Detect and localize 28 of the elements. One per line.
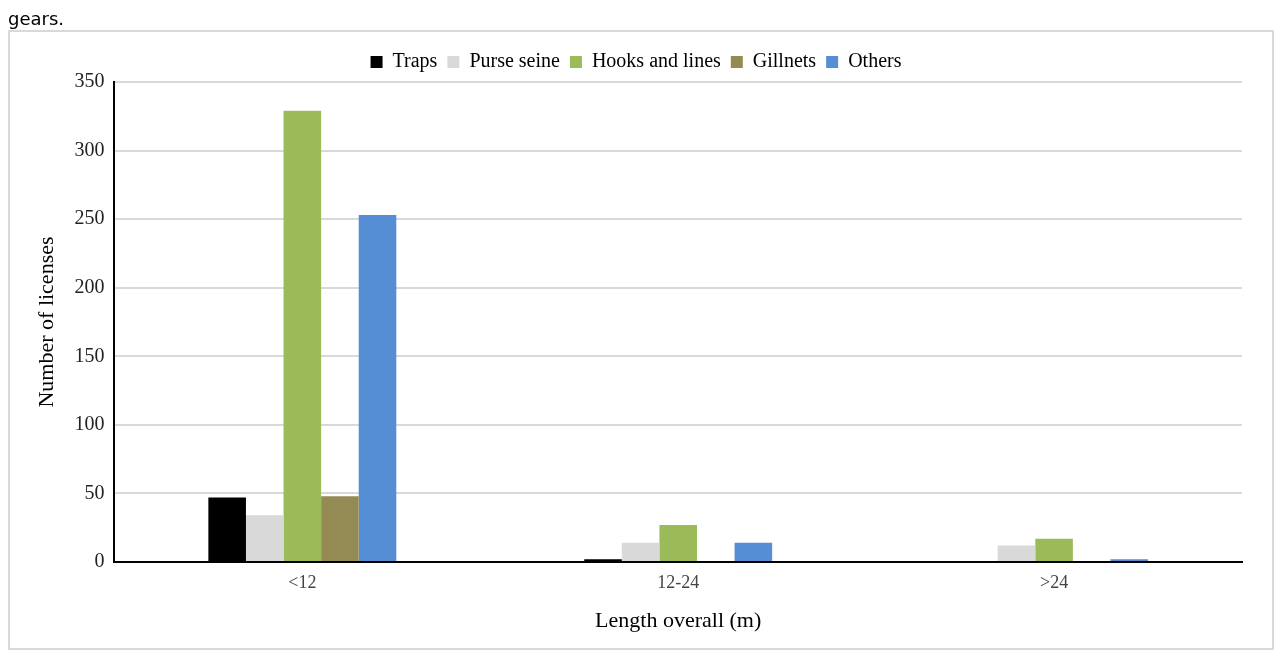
legend-label: Purse seine [469, 49, 561, 72]
y-axis-title: Number of licenses [32, 236, 58, 408]
y-tick-label: 50 [84, 480, 105, 503]
legend-label: Gillnets [752, 49, 817, 72]
text: gears. [8, 8, 66, 30]
y-tick-label: 100 [74, 412, 105, 435]
bar [621, 542, 660, 561]
y-tick-label: 200 [74, 274, 105, 297]
y-tick-label: 0 [94, 549, 105, 572]
x-tick-label: >24 [1039, 571, 1069, 592]
bar [1035, 538, 1073, 561]
bar [734, 542, 773, 561]
bar [245, 515, 284, 561]
y-tick-label: 350 [74, 69, 105, 92]
bar [358, 215, 397, 561]
bar [997, 545, 1036, 561]
y-tick-label: 300 [74, 137, 105, 160]
x-tick-label: <12 [288, 571, 317, 592]
x-axis-title: Length overall (m) [595, 606, 762, 632]
bar [321, 496, 359, 561]
x-tick-label: 12-24 [657, 571, 700, 592]
legend-label: Traps [392, 49, 438, 73]
y-tick-label: 250 [74, 206, 105, 229]
y-tick-label: 150 [74, 343, 105, 366]
bar [659, 524, 697, 561]
legend-label: Hooks and lines [591, 49, 722, 72]
bar [283, 110, 322, 561]
legend-label: Others [848, 49, 902, 72]
